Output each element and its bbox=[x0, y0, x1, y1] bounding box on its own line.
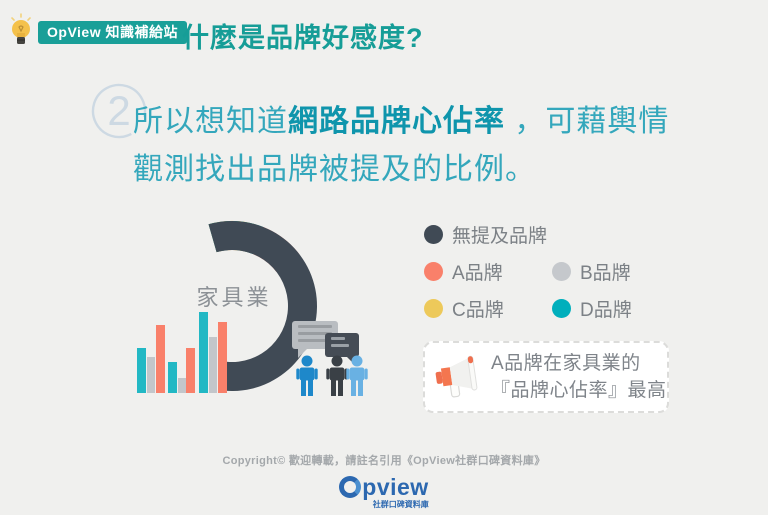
legend-item-C品牌: C品牌 bbox=[424, 295, 552, 322]
legend-label: D品牌 bbox=[580, 300, 632, 321]
person-icon bbox=[296, 355, 318, 396]
chart-legend: 無提及品牌 A品牌 B品牌 C品牌 D品牌 bbox=[424, 216, 680, 327]
speech-bubble-dark-icon bbox=[325, 333, 359, 364]
insight-text: A品牌在家具業的 『品牌心佔率』最高 bbox=[491, 353, 667, 401]
legend-dot-icon bbox=[424, 262, 443, 281]
legend-dot-icon bbox=[552, 262, 571, 281]
decorative-bar bbox=[186, 348, 195, 393]
legend-dot-icon bbox=[552, 299, 571, 318]
legend-item-B品牌: B品牌 bbox=[552, 258, 680, 285]
legend-dot-icon bbox=[424, 225, 443, 244]
decorative-bar bbox=[168, 362, 177, 393]
opview-series-badge: OpView 知識補給站 bbox=[38, 21, 187, 44]
megaphone-icon bbox=[435, 355, 478, 398]
opview-logo-tagline: 社群口碑資料庫 bbox=[372, 500, 429, 509]
legend-item-A品牌: A品牌 bbox=[424, 258, 552, 285]
step-number-circle bbox=[91, 83, 147, 139]
decorative-bar bbox=[137, 348, 146, 393]
opview-logo-o-icon bbox=[339, 476, 362, 498]
page-title: 什麼是品牌好感度? bbox=[182, 23, 424, 53]
legend-item-D品牌: D品牌 bbox=[552, 295, 680, 322]
donut-segment-A品牌 bbox=[208, 221, 300, 272]
step-description-line2: 觀測找出品牌被提及的比例。 bbox=[133, 153, 536, 186]
opview-logo: pview 社群口碑資料庫 bbox=[0, 474, 768, 512]
decorative-bar bbox=[156, 325, 165, 393]
legend-label: 無提及品牌 bbox=[452, 226, 548, 247]
legend-label: A品牌 bbox=[452, 263, 503, 284]
insight-callout: A品牌在家具業的 『品牌心佔率』最高 bbox=[423, 341, 669, 413]
legend-row: A品牌 B品牌 bbox=[424, 253, 680, 290]
step-description: 所以想知道網路品牌心佔率 ，可藉輿情 觀測找出品牌被提及的比例。 bbox=[133, 98, 693, 194]
decorative-bar bbox=[178, 378, 186, 393]
lightbulb-icon bbox=[11, 13, 31, 44]
copyright-text: Copyright© 歡迎轉載，請註名引用《OpView社群口碑資料庫》 bbox=[222, 455, 546, 467]
person-icon bbox=[326, 355, 348, 396]
keyword-brand-mindshare: 網路品牌心佔率 bbox=[288, 105, 505, 138]
legend-row: C品牌 D品牌 bbox=[424, 290, 680, 327]
opview-logo-word: pview bbox=[362, 474, 429, 500]
donut-segment-D品牌 bbox=[208, 221, 264, 255]
decorative-bar bbox=[218, 322, 227, 393]
decorative-bar bbox=[199, 312, 208, 393]
legend-label: C品牌 bbox=[452, 300, 504, 321]
decorative-bar bbox=[209, 337, 217, 393]
step-number: 2 bbox=[107, 87, 131, 134]
donut-center-label: 家具業 bbox=[196, 285, 271, 310]
person-icon bbox=[346, 355, 368, 396]
donut-segment-C品牌 bbox=[208, 221, 256, 253]
donut-segment-B品牌 bbox=[208, 221, 238, 253]
legend-row: 無提及品牌 bbox=[424, 216, 680, 253]
legend-label: B品牌 bbox=[580, 263, 631, 284]
decorative-bar bbox=[147, 357, 155, 393]
legend-item-無提及品牌: 無提及品牌 bbox=[424, 221, 552, 248]
step-description-line1: 所以想知道網路品牌心佔率 ，可藉輿情 bbox=[133, 105, 670, 138]
legend-dot-icon bbox=[424, 299, 443, 318]
